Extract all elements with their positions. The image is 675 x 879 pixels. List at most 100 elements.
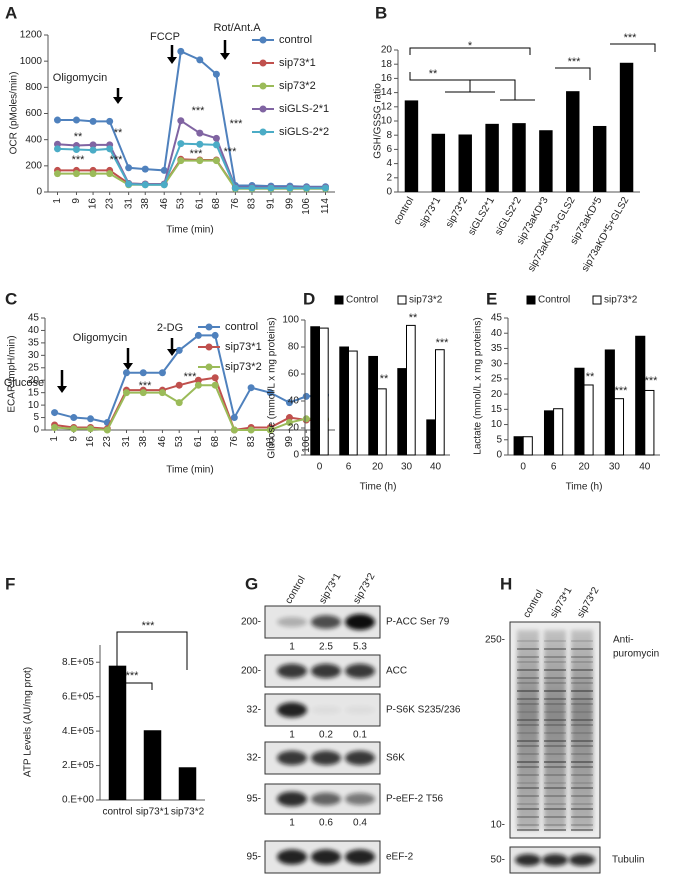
blot-smear-band [517, 803, 539, 805]
blot-smear-band [544, 782, 566, 784]
blot-smear-band [517, 661, 539, 663]
mw-marker: 32- [247, 705, 261, 716]
x-tick-label: 83 [246, 436, 257, 448]
quantification: 0.2 [319, 730, 333, 741]
y-tick-label: 16 [381, 73, 393, 84]
blot-smear-band [571, 732, 593, 734]
data-point [322, 184, 330, 192]
blot-smear [571, 630, 593, 830]
legend-label: control [279, 34, 312, 46]
data-point [89, 117, 97, 125]
x-tick-label: 1 [52, 198, 63, 204]
blot-smear-band [571, 829, 593, 831]
x-tick-label: 106 [301, 436, 312, 453]
data-point [211, 374, 219, 382]
lane-label: sip73*1 [548, 585, 574, 620]
x-tick-label: 53 [175, 198, 186, 210]
quantification: 1 [289, 730, 295, 741]
data-point [158, 389, 166, 397]
blot-smear-band [517, 690, 539, 692]
bar [553, 408, 564, 456]
x-tick-label: 30 [401, 462, 413, 473]
blot-label: Tubulin [612, 855, 644, 866]
data-point [139, 389, 147, 397]
annotation: *** [624, 32, 638, 44]
blot-smear-band [544, 661, 566, 663]
blot-smear-band [571, 669, 593, 671]
x-tick-label: 1 [49, 436, 60, 442]
x-axis-label: Time (h) [566, 482, 603, 493]
blot-band [277, 617, 307, 627]
data-point [267, 184, 275, 192]
blot-smear-band [544, 656, 566, 658]
mw-marker: 95- [247, 852, 261, 863]
x-tick-label: siGLS2*2 [493, 195, 524, 237]
y-tick-label: 15 [491, 404, 503, 415]
blot-smear-band [544, 808, 566, 810]
legend-marker [397, 295, 407, 305]
x-tick-label: 91 [266, 198, 277, 210]
panel-letter: C [5, 289, 17, 308]
data-point [286, 184, 294, 192]
arrow-head [57, 386, 67, 393]
blot-smear-band [517, 703, 539, 705]
data-point [247, 384, 255, 392]
mw-marker: 10- [491, 820, 505, 831]
x-tick-label: sip73*1 [417, 195, 443, 230]
blot-label: Anti- [613, 635, 634, 646]
arrow-head [167, 349, 177, 356]
blot-smear-band [571, 682, 593, 684]
legend-marker [259, 82, 267, 90]
blot-smear-band [571, 690, 593, 692]
bar [574, 367, 585, 456]
blot-smear-band [544, 724, 566, 726]
y-tick-label: 35 [491, 343, 503, 354]
lane-label: sip73*2 [351, 571, 377, 606]
panel-letter: A [5, 3, 17, 22]
blot-smear-band [571, 808, 593, 810]
blot-band [277, 791, 307, 807]
y-tick-label: 45 [491, 313, 503, 324]
legend-label: sip73*1 [225, 341, 262, 353]
bar [539, 130, 553, 192]
lane-label: sip73*2 [575, 585, 601, 620]
data-point [53, 145, 61, 153]
blot-label: P-eEF-2 T56 [386, 794, 443, 805]
data-point [122, 369, 130, 377]
blot-band [277, 702, 307, 718]
x-tick-label: 16 [85, 436, 96, 448]
blot-smear-band [544, 719, 566, 721]
blot-label: P-ACC Ser 79 [386, 617, 450, 628]
y-tick-label: 40 [491, 328, 503, 339]
y-tick-label: 80 [288, 342, 300, 353]
legend-marker [526, 295, 536, 305]
blot-smear-band [517, 740, 539, 742]
y-tick-label: 2.E+05 [62, 760, 94, 771]
y-tick-label: 20 [288, 423, 300, 434]
series-line [54, 376, 326, 432]
data-point [248, 184, 256, 192]
x-tick-label: control [392, 195, 417, 226]
x-tick-label: control [102, 807, 132, 818]
blot-smear-band [517, 753, 539, 755]
bar [604, 349, 615, 456]
data-point [177, 140, 185, 148]
data-point [212, 70, 220, 78]
blot-band [311, 750, 341, 766]
x-axis-label: Time (h) [360, 482, 397, 493]
panel-letter: E [486, 289, 497, 308]
lane-label: sip73*1 [317, 571, 343, 606]
data-point [160, 181, 168, 189]
x-tick-label: 6 [551, 462, 557, 473]
legend-label: control [225, 321, 258, 333]
blot-smear-band [544, 698, 566, 700]
y-tick-label: 20 [28, 375, 40, 386]
y-tick-label: 0 [496, 450, 502, 461]
legend-label: Control [346, 295, 378, 306]
x-tick-label: sip73*2 [171, 807, 205, 818]
y-tick-label: 0 [33, 425, 39, 436]
blot-band [345, 663, 375, 679]
legend-marker [592, 295, 602, 305]
legend-label: sip73*1 [279, 57, 316, 69]
